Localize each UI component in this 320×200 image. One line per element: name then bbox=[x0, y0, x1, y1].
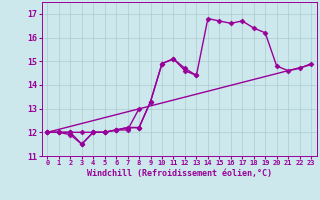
X-axis label: Windchill (Refroidissement éolien,°C): Windchill (Refroidissement éolien,°C) bbox=[87, 169, 272, 178]
